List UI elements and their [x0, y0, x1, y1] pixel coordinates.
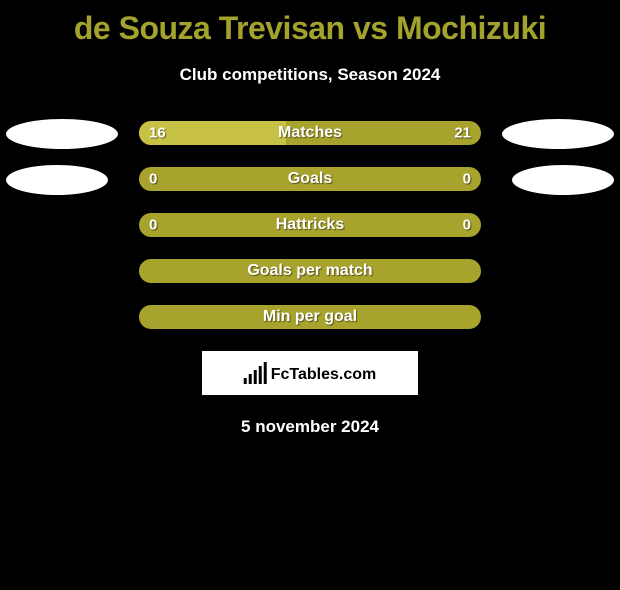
logo-box: FcTables.com	[202, 351, 418, 395]
page-title: de Souza Trevisan vs Mochizuki	[0, 10, 620, 47]
player-ellipse-left	[6, 119, 118, 149]
stat-bar: Matches16 21	[139, 121, 481, 145]
stat-label: Goals per match	[141, 262, 479, 280]
player-ellipse-left	[6, 165, 108, 195]
stat-label: Matches	[139, 124, 481, 142]
stat-label: Hattricks	[139, 216, 481, 234]
stat-label: Goals	[139, 170, 481, 188]
logo-bars-icon	[244, 362, 267, 384]
stat-row: Goals per match	[0, 259, 620, 285]
stat-value-right: 0	[463, 171, 471, 188]
stat-value-right: 0	[463, 217, 471, 234]
stat-row: Hattricks0 0	[0, 213, 620, 239]
player-ellipse-right	[512, 165, 614, 195]
stat-label: Min per goal	[141, 308, 479, 326]
date-label: 5 november 2024	[0, 417, 620, 437]
stat-row: Goals0 0	[0, 167, 620, 193]
stat-value-left: 0	[149, 217, 157, 234]
stat-value-left: 16	[149, 125, 166, 142]
stat-row: Matches16 21	[0, 121, 620, 147]
stat-bar: Hattricks0 0	[139, 213, 481, 237]
subtitle: Club competitions, Season 2024	[0, 65, 620, 85]
stat-row: Min per goal	[0, 305, 620, 331]
comparison-rows: Matches1621Goals00Hattricks00Goals per m…	[0, 121, 620, 331]
logo-text: FcTables.com	[271, 366, 377, 384]
player-ellipse-right	[502, 119, 614, 149]
stat-bar: Goals per match	[139, 259, 481, 283]
stat-bar: Min per goal	[139, 305, 481, 329]
stat-value-right: 21	[454, 125, 471, 142]
stat-value-left: 0	[149, 171, 157, 188]
stat-bar: Goals0 0	[139, 167, 481, 191]
